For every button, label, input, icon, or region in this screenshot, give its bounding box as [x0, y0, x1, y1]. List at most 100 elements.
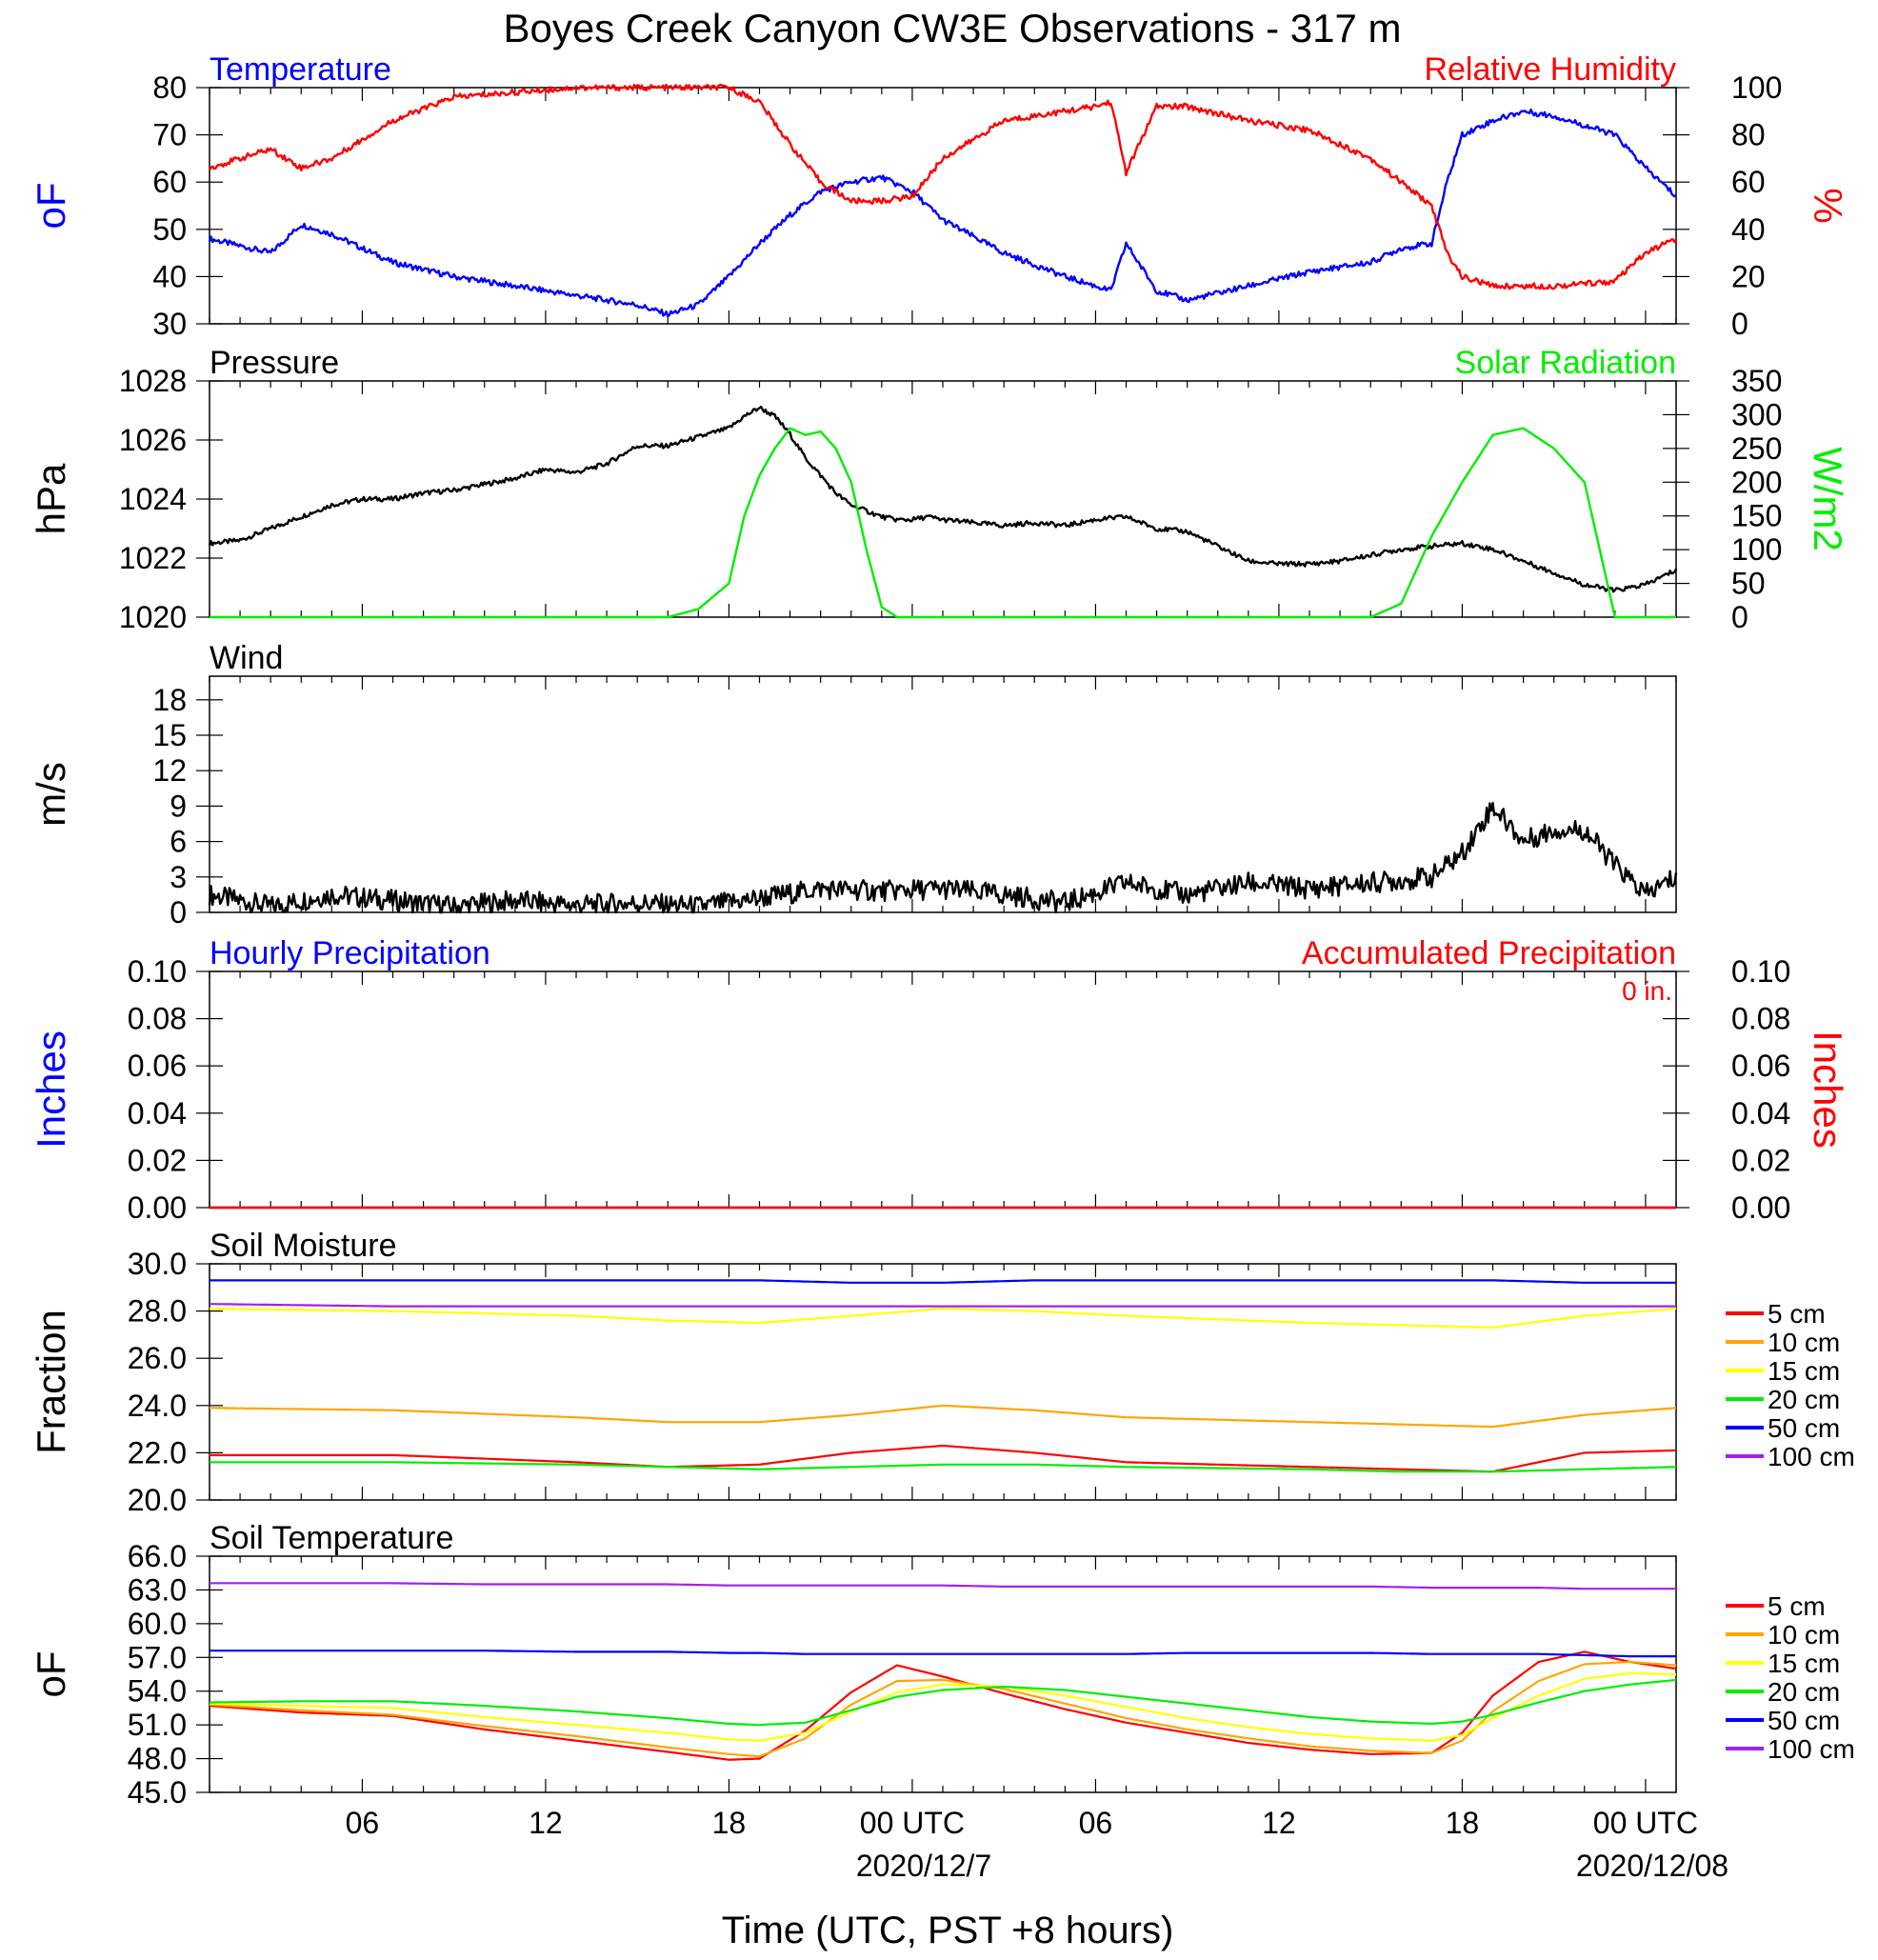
- accum-annotation: 0 in.: [1622, 976, 1672, 1006]
- y-tick-label-right: 100: [1731, 70, 1782, 105]
- y-tick-label-left: 1020: [119, 600, 187, 634]
- legend-label: 50 cm: [1768, 1706, 1840, 1735]
- y-tick-label-right: 40: [1731, 212, 1766, 247]
- chart-title: Boyes Creek Canyon CW3E Observations - 3…: [503, 6, 1401, 50]
- y-tick-label-right: 0.02: [1731, 1143, 1790, 1177]
- panel-frame: [209, 1555, 1677, 1793]
- series-line-relative-humidity: [208, 83, 1677, 290]
- y-tick-label-left: 66.0: [128, 1539, 187, 1573]
- y-axis-label-right: Inches: [1806, 1030, 1850, 1149]
- y-axis-label-left: hPa: [29, 463, 73, 534]
- y-tick-label-left: 60.0: [128, 1607, 187, 1641]
- y-tick-label-left: 1022: [119, 541, 187, 575]
- panel-title-right: Accumulated Precipitation: [1302, 935, 1676, 971]
- y-tick-label-left: 50: [152, 212, 187, 247]
- y-tick-label-right: 100: [1731, 532, 1782, 567]
- y-tick-label-left: 30: [152, 307, 187, 341]
- y-tick-label-left: 0.04: [128, 1096, 187, 1130]
- x-tick-label: 12: [529, 1806, 563, 1840]
- x-tick-label: 00 UTC: [860, 1806, 965, 1840]
- y-tick-label-left: 0.08: [128, 1002, 187, 1036]
- series-line-10-cm: [209, 1660, 1677, 1758]
- panel-title-left: Soil Temperature: [210, 1520, 453, 1556]
- panel-temperature_humidity: 80 70 60 50 40 30 100 80 60 40 20 0 Temperature Relat…: [29, 51, 1850, 341]
- x-axis-label: Time (UTC, PST +8 hours): [722, 1910, 1174, 1951]
- legend-label: 20 cm: [1768, 1385, 1840, 1414]
- y-tick-label-left: 70: [152, 118, 187, 152]
- legend-label: 10 cm: [1768, 1620, 1840, 1650]
- y-axis-label-left: Fraction: [29, 1310, 73, 1454]
- y-tick-label-left: 9: [170, 789, 187, 823]
- y-tick-label-left: 1024: [119, 482, 187, 516]
- legend-label: 15 cm: [1768, 1649, 1840, 1678]
- y-tick-label-left: 6: [170, 825, 187, 859]
- y-tick-label-right: 150: [1731, 499, 1782, 533]
- legend-label: 15 cm: [1768, 1356, 1840, 1386]
- y-tick-label-left: 0.06: [128, 1049, 187, 1083]
- x-axis: Time (UTC, PST +8 hours) 2020/12/7 2020/…: [346, 1806, 1728, 1951]
- series-line-100-cm: [210, 1303, 1676, 1308]
- panel-title-left: Temperature: [210, 51, 391, 88]
- y-tick-label-left: 48.0: [128, 1742, 187, 1776]
- series-line-15-cm: [210, 1307, 1677, 1330]
- y-tick-label-right: 60: [1731, 165, 1766, 199]
- y-tick-label-left: 20.0: [128, 1483, 187, 1517]
- y-tick-label-left: 22.0: [128, 1435, 187, 1470]
- y-tick-label-right: 0.06: [1731, 1049, 1790, 1083]
- y-tick-label-left: 18: [152, 683, 187, 717]
- y-tick-label-left: 51.0: [128, 1708, 187, 1742]
- legend-label: 5 cm: [1768, 1299, 1826, 1329]
- y-tick-label-left: 12: [152, 753, 187, 788]
- legend-label: 5 cm: [1768, 1591, 1826, 1621]
- panel-title-left: Soil Moisture: [210, 1228, 397, 1264]
- y-axis-label-left: oF: [29, 1650, 73, 1697]
- legend-label: 20 cm: [1768, 1677, 1840, 1707]
- y-axis-label-left: Inches: [29, 1030, 73, 1149]
- series-line-100-cm: [210, 1582, 1676, 1590]
- y-tick-label-left: 63.0: [128, 1572, 187, 1607]
- y-tick-label-left: 45.0: [128, 1775, 187, 1810]
- y-tick-label-right: 200: [1731, 465, 1782, 499]
- series-line-wind: [208, 802, 1678, 914]
- y-tick-label-left: 15: [152, 718, 187, 752]
- panel-soil_temperature: 66.063.060.057.054.051.048.045.0 Soil Tem…: [29, 1520, 1855, 1810]
- y-tick-label-left: 1028: [119, 364, 187, 398]
- series-line-solar-radiation: [210, 427, 1676, 619]
- y-tick-label-left: 60: [152, 165, 187, 199]
- y-tick-label-left: 0: [170, 895, 187, 930]
- y-tick-label-left: 40: [152, 259, 187, 293]
- y-tick-label-left: 80: [152, 70, 187, 105]
- legend-label: 100 cm: [1768, 1442, 1855, 1471]
- y-axis-label-right: W/m2: [1806, 447, 1850, 551]
- panel-precipitation: 0.10 0.08 0.06 0.04 0.02 0.00 0.10 0.08 0.06 0.04…: [29, 935, 1850, 1225]
- x-tick-label: 18: [1446, 1806, 1480, 1840]
- y-tick-label-right: 50: [1731, 567, 1766, 601]
- panel-frame: [209, 380, 1677, 618]
- y-tick-label-left: 26.0: [128, 1341, 187, 1375]
- x-tick-label: 12: [1262, 1806, 1296, 1840]
- y-tick-label-left: 54.0: [128, 1674, 187, 1709]
- x-tick-label: 00 UTC: [1593, 1806, 1698, 1840]
- panel-soil_moisture: 30.0 28.0 26.0 24.0 22.0 20.0 Soil Moisture Fra…: [29, 1228, 1855, 1517]
- panel-pressure_solar: 1028 1026 1024 1022 1020 35030025020015010050…: [29, 345, 1850, 634]
- legend-label: 10 cm: [1768, 1328, 1840, 1357]
- series-line-50-cm: [210, 1650, 1676, 1658]
- x-date-2: 2020/12/08: [1576, 1849, 1728, 1883]
- panel-title-left: Pressure: [210, 345, 339, 381]
- y-tick-label-right: 300: [1731, 397, 1782, 431]
- x-tick-label: 18: [712, 1806, 747, 1840]
- series-line-10-cm: [210, 1404, 1677, 1429]
- y-tick-label-right: 0.08: [1731, 1002, 1790, 1036]
- series-line-20-cm: [210, 1678, 1677, 1727]
- y-tick-label-right: 0.00: [1731, 1190, 1790, 1225]
- legend-label: 50 cm: [1768, 1413, 1840, 1443]
- series-line-temperature: [208, 108, 1677, 318]
- y-tick-label-left: 30.0: [128, 1247, 187, 1281]
- y-tick-label-left: 3: [170, 860, 187, 894]
- panel-frame: [209, 87, 1677, 325]
- y-axis-label-right: %: [1806, 188, 1850, 223]
- panel-title-left: Wind: [210, 640, 283, 676]
